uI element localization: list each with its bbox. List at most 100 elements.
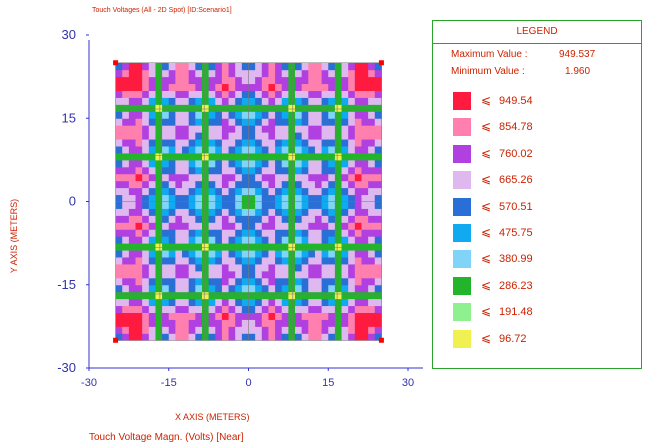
heatmap-cell [148, 90, 156, 98]
heatmap-cell [241, 326, 249, 334]
heatmap-cell [368, 118, 376, 126]
heatmap-cell [281, 208, 289, 216]
heatmap-cell [228, 118, 236, 126]
heatmap-cell [308, 298, 316, 307]
heatmap-cell [261, 250, 269, 258]
heatmap-cell [281, 146, 289, 154]
heatmap-cell [348, 152, 356, 161]
heatmap-cell [195, 319, 203, 327]
heatmap-cell [328, 69, 336, 78]
heatmap-cell [354, 76, 362, 85]
heatmap-cell [301, 305, 309, 313]
heatmap-cell [195, 125, 203, 133]
y-axis-label: Y AXIS (METERS) [9, 198, 19, 274]
heatmap-cell [295, 319, 303, 327]
heatmap-cell [348, 263, 356, 272]
heatmap-cell [348, 97, 356, 105]
heatmap-cell [142, 125, 150, 133]
heatmap-cell [314, 215, 323, 223]
heatmap-cell [228, 69, 236, 78]
heatmap-cell [301, 222, 309, 230]
heatmap-cell [281, 215, 289, 223]
heatmap-cell [348, 111, 356, 119]
heatmap-cell [142, 201, 150, 209]
heatmap-cell [341, 208, 349, 216]
heatmap-cell [221, 215, 230, 223]
heatmap-cell [215, 305, 223, 313]
heatmap-cell [201, 305, 210, 313]
heatmap-cell [241, 263, 249, 272]
heatmap-cell [308, 333, 316, 341]
heatmap-cell [248, 215, 256, 223]
heatmap-cell [295, 97, 303, 105]
heatmap-cell [354, 201, 362, 209]
heatmap-cell [162, 277, 170, 286]
heatmap-cell [201, 152, 210, 161]
heatmap-cell [241, 125, 249, 133]
heatmap-cell [255, 305, 263, 313]
heatmap-cell [135, 243, 143, 251]
heatmap-cell [122, 76, 130, 85]
heatmap-cell [361, 90, 369, 98]
heatmap-cell [321, 194, 329, 202]
heatmap-cell [308, 243, 316, 251]
heatmap-cell [275, 263, 283, 272]
heatmap-cell [295, 104, 303, 112]
heatmap-cell [228, 215, 236, 223]
heatmap-cell [221, 97, 230, 105]
heatmap-cell [268, 90, 276, 98]
heatmap-cell [228, 208, 236, 216]
heatmap-cell [374, 97, 382, 105]
heatmap-cell [182, 229, 190, 237]
heatmap-cell [288, 291, 296, 300]
heatmap-cell [235, 166, 243, 175]
heatmap-cell [228, 298, 236, 307]
heatmap-cell [334, 118, 343, 126]
heatmap-cell [221, 277, 230, 286]
heatmap-cell [348, 194, 356, 202]
heatmap-cell [328, 243, 336, 251]
heatmap-cell [135, 215, 143, 223]
heatmap-cell [321, 305, 329, 313]
heatmap-cell [188, 125, 196, 133]
heatmap-cell [168, 333, 176, 341]
heatmap-cell [368, 97, 376, 105]
heatmap-cell [308, 201, 316, 209]
heatmap-cell [221, 257, 230, 265]
heatmap-cell [175, 284, 183, 293]
heatmap-cell [195, 187, 203, 196]
heatmap-cell [328, 208, 336, 216]
heatmap-cell [314, 270, 323, 279]
heatmap-cell [368, 284, 376, 293]
heatmap-cell [215, 180, 223, 189]
heatmap-cell [228, 146, 236, 154]
heatmap-cell [142, 194, 150, 202]
heatmap-cell [228, 305, 236, 313]
heatmap-cell [115, 132, 123, 140]
heatmap-cell [248, 90, 256, 98]
heatmap-cell [241, 270, 249, 279]
legend-value: 854.78 [499, 121, 533, 134]
heatmap-cell [148, 222, 156, 230]
heatmap-cell [182, 146, 190, 154]
heatmap-cell [195, 180, 203, 189]
heatmap-cell [155, 139, 163, 147]
ground-rod-marker [113, 337, 119, 343]
heatmap-cell [175, 236, 183, 244]
heatmap-cell [182, 83, 190, 91]
heatmap-cell [275, 208, 283, 216]
heatmap-cell [201, 111, 210, 119]
heatmap-cell [341, 173, 349, 182]
heatmap-cell [155, 208, 163, 216]
heatmap-cell [361, 222, 369, 230]
heatmap-cell [201, 201, 210, 209]
heatmap-cell [182, 97, 190, 105]
heatmap-cell [235, 194, 243, 202]
heatmap-cell [215, 76, 223, 85]
heatmap-cell [314, 111, 323, 119]
heatmap-cell [281, 118, 289, 126]
heatmap-cell [162, 326, 170, 334]
heatmap-cell [195, 69, 203, 78]
heatmap-cell [268, 146, 276, 154]
heatmap-cell [268, 263, 276, 272]
